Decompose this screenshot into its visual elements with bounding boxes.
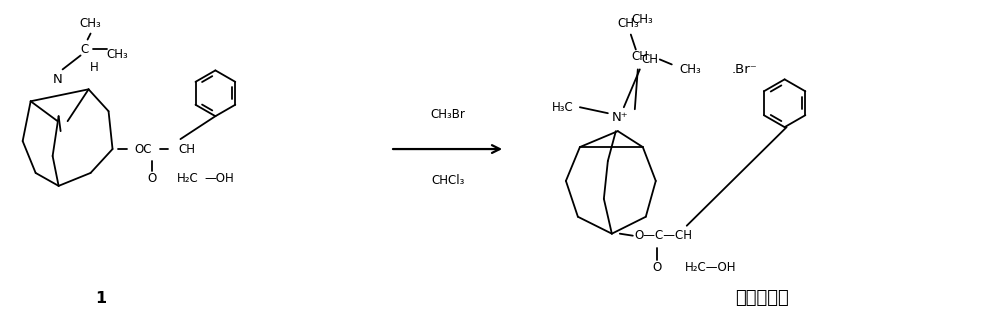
Text: O—C—CH: O—C—CH (635, 229, 693, 242)
Text: O: O (652, 261, 661, 274)
Text: H₃C: H₃C (552, 101, 574, 114)
Text: .Br⁻: .Br⁻ (732, 63, 757, 76)
Text: CH₃: CH₃ (631, 13, 653, 26)
Text: N⁺: N⁺ (612, 111, 628, 124)
Text: CH: CH (631, 50, 648, 63)
Text: CH: CH (642, 53, 659, 66)
Text: 1: 1 (95, 291, 106, 306)
Text: CH₃: CH₃ (107, 48, 128, 61)
Text: H₂C—OH: H₂C—OH (685, 261, 736, 274)
Text: H₂C: H₂C (176, 172, 198, 186)
Text: H: H (90, 61, 98, 74)
Text: 异丙托渴録: 异丙托渴録 (735, 290, 789, 308)
Text: CHCl₃: CHCl₃ (431, 174, 464, 187)
Text: CH: CH (178, 143, 195, 156)
Text: CH₃Br: CH₃Br (430, 108, 465, 121)
Text: CH₃: CH₃ (680, 63, 702, 76)
Text: CH₃: CH₃ (617, 17, 639, 30)
Text: CH₃: CH₃ (80, 17, 101, 30)
Text: —OH: —OH (204, 172, 234, 186)
Text: OC: OC (135, 143, 152, 156)
Text: N: N (53, 73, 62, 86)
Text: O: O (148, 172, 157, 186)
Text: C: C (80, 43, 89, 56)
